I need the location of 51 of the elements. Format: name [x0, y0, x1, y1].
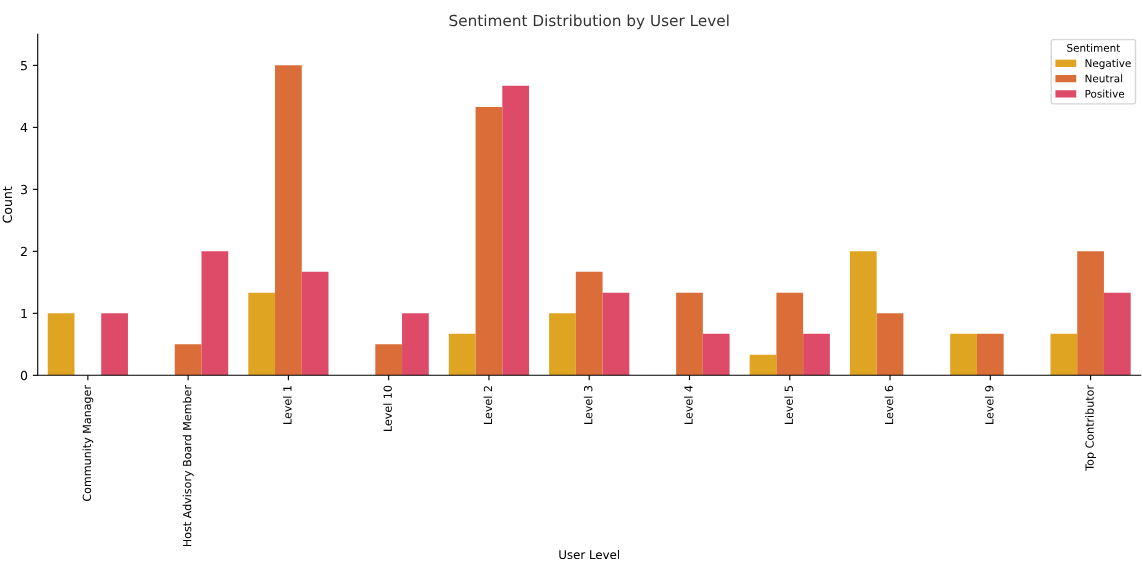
bar: [1077, 251, 1104, 376]
x-tick-label: Level 1: [283, 386, 292, 424]
y-tick-label: 3: [21, 184, 27, 195]
bar: [849, 251, 877, 376]
bar: [575, 271, 603, 376]
x-tick-label: Community Manager: [82, 385, 94, 501]
bar: [47, 313, 75, 376]
bar: [201, 251, 229, 376]
legend-label: Positive: [1085, 89, 1125, 98]
bar: [702, 333, 730, 376]
x-tick-label: Level 2: [483, 386, 493, 424]
bar: [301, 271, 329, 376]
y-tick-label: 2: [20, 246, 27, 257]
x-tick-label: Level 4: [684, 385, 693, 424]
bar: [248, 292, 276, 376]
bar: [676, 292, 703, 376]
y-tick-label: 5: [21, 61, 27, 71]
x-tick-label: Level 9: [984, 385, 994, 424]
bar: [776, 292, 804, 376]
bar: [402, 313, 429, 376]
bar: [375, 344, 403, 376]
bar: [502, 85, 530, 376]
bar: [803, 333, 830, 376]
bar: [549, 313, 576, 376]
bar: [876, 313, 904, 376]
x-tick-label: Host Advisory Board Member: [182, 385, 194, 547]
bar: [1103, 292, 1131, 376]
bar: [275, 65, 302, 376]
x-axis-title: User Level: [559, 549, 620, 560]
bar: [950, 333, 977, 376]
x-tick-label: Level 10: [383, 385, 392, 431]
bar: [1050, 333, 1078, 376]
bar: [976, 333, 1004, 376]
bar: [448, 333, 476, 376]
bar: [475, 106, 503, 376]
x-tick-label: Level 6: [884, 385, 894, 424]
legend-title: Sentiment: [1067, 43, 1121, 52]
legend-label: Negative: [1085, 59, 1131, 70]
x-tick-label: Level 5: [784, 386, 793, 424]
bar: [174, 344, 202, 376]
bar: [749, 354, 777, 376]
bar: [602, 292, 630, 376]
bar: [101, 313, 128, 376]
x-tick-label: Top Contributor: [1085, 385, 1096, 471]
x-tick-label: Level 3: [583, 385, 593, 424]
chart-title: Sentiment Distribution by User Level: [449, 14, 729, 30]
y-tick-label: 1: [21, 308, 27, 319]
legend-label: Neutral: [1085, 74, 1123, 83]
y-axis-title: Count: [2, 186, 13, 223]
y-tick-label: 4: [20, 123, 28, 133]
y-tick-label: 0: [20, 370, 28, 381]
